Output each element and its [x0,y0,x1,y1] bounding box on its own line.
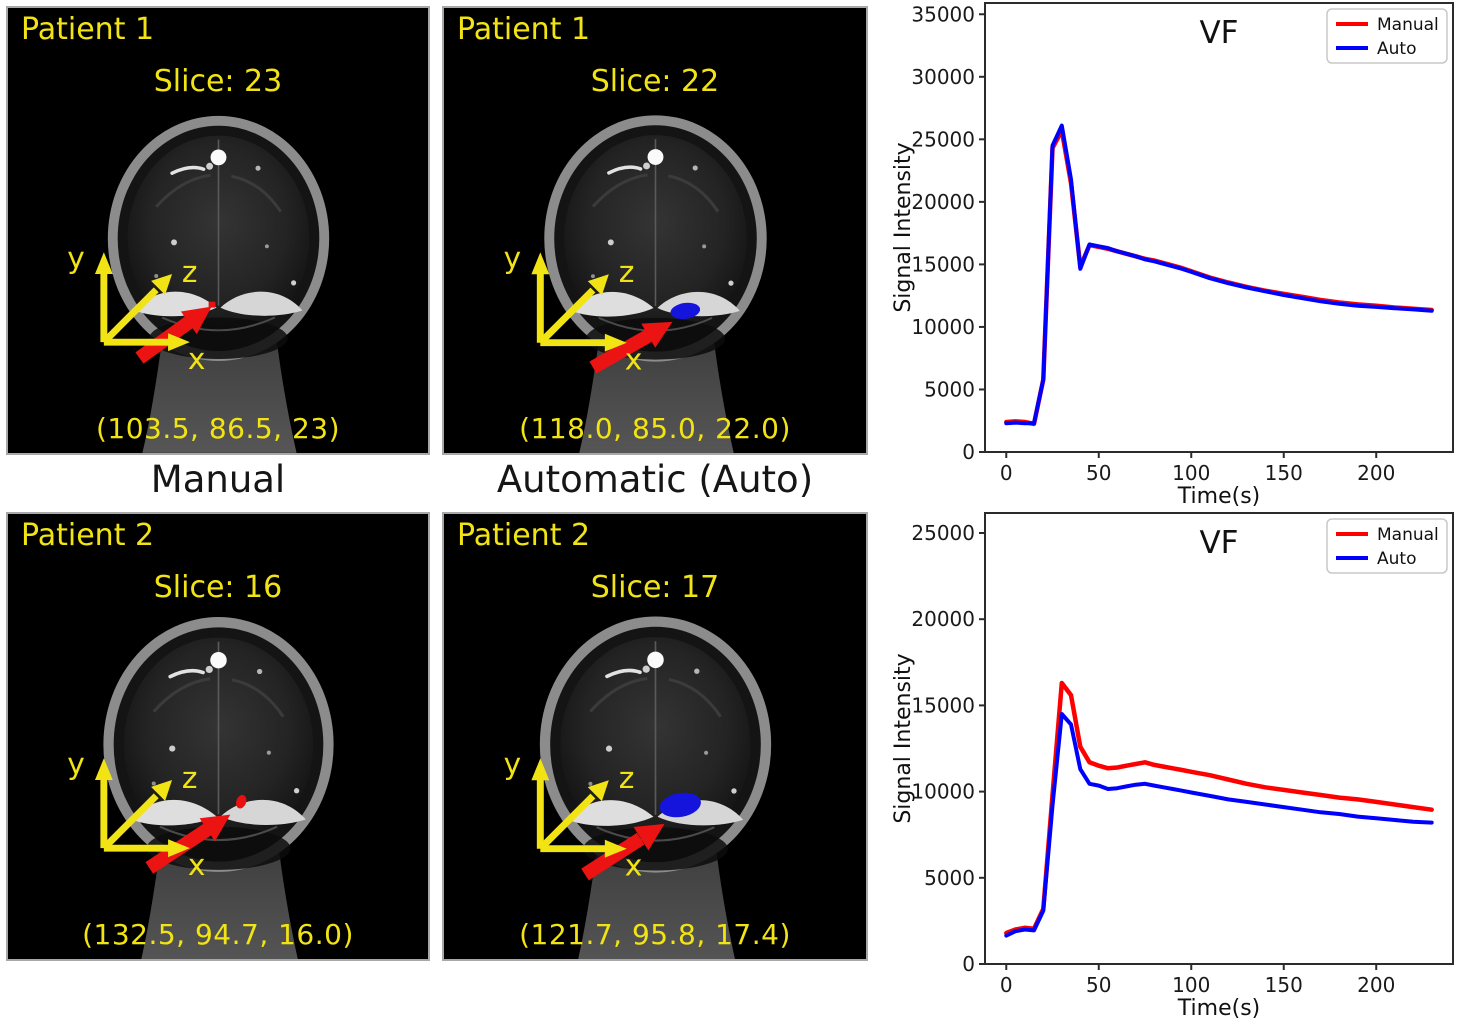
legend-label-auto: Auto [1377,549,1416,569]
y-tick-label: 35000 [911,2,975,26]
x-axis-label: Time(s) [1177,996,1260,1019]
axis-x-label: x [625,343,643,378]
slice-label: Slice: 17 [590,570,720,605]
y-tick-label: 5000 [924,377,975,401]
coordinates-label: (132.5, 94.7, 16.0) [82,918,354,951]
axis-z-label: z [182,760,198,795]
legend-label-manual: Manual [1377,525,1439,545]
x-tick-label: 200 [1357,461,1395,485]
mri-panel-patient1-auto: y z x Patient 1 Slice: 22 (118.0, 85.0, … [442,6,868,455]
series-line-auto [1004,712,1434,938]
y-tick-label: 30000 [911,65,975,89]
auto-segmentation-marker [670,302,701,320]
axis-x-label: x [188,847,206,882]
mri-panel-patient2-manual: y z x Patient 2 Slice: 16 (132.5, 94.7, … [6,512,430,961]
manual-seed-marker [236,795,247,809]
axis-tripod-icon: y z x [67,240,205,376]
auto-segmentation-marker [659,792,701,818]
x-tick-label: 50 [1086,973,1111,997]
patient-label: Patient 1 [21,12,155,47]
y-tick-label: 5000 [924,866,975,890]
axis-y-label: y [504,747,522,782]
coordinates-label: (118.0, 85.0, 22.0) [519,412,791,445]
x-tick-label: 0 [1000,461,1013,485]
y-axis-label: Signal Intensity [891,653,916,823]
plot-frame [984,2,1454,453]
series-line-manual [1004,680,1434,936]
axis-y-label: y [67,746,85,781]
slice-label: Slice: 23 [153,64,283,99]
slice-label: Slice: 22 [590,64,720,99]
y-tick-label: 15000 [911,693,975,717]
x-tick-label: 150 [1265,973,1303,997]
x-tick-label: 150 [1265,461,1303,485]
method-label-automatic: Automatic (Auto) [496,458,814,501]
x-tick-label: 100 [1172,973,1210,997]
axis-tripod-icon: y z x [67,746,205,882]
mri-panel-patient1-manual: y z x Patient 1 Slice: 23 (103.5, 86.5, … [6,6,430,455]
method-label-manual: Manual [150,458,286,501]
pointer-arrow-icon [589,321,673,374]
axis-z-label: z [182,254,198,289]
patient-label: Patient 2 [21,518,155,553]
x-axis-label: Time(s) [1177,484,1260,506]
y-tick-label: 20000 [911,607,975,631]
axis-y-label: y [504,241,522,276]
y-tick-label: 10000 [911,780,975,804]
y-tick-label: 15000 [911,252,975,276]
legend-label-manual: Manual [1377,15,1439,35]
axis-z-label: z [619,255,635,290]
axis-tripod-icon: y z x [504,747,643,883]
legend-label-auto: Auto [1377,39,1416,59]
signal-intensity-chart-patient1: 0 5000 10000 15000 20000 25000 30000 35000 0 50 10… [891,2,1454,506]
axis-tripod-icon: y z x [504,241,643,377]
y-axis-label: Signal Intensity [891,142,916,312]
y-tick-label: 25000 [911,127,975,151]
chart-patient1: 0 5000 10000 15000 20000 25000 30000 35000 0 50 10… [890,0,1471,506]
coordinates-label: (103.5, 86.5, 23) [95,412,341,445]
patient-label: Patient 1 [457,12,591,47]
axis-y-label: y [67,240,85,275]
y-tick-label: 0 [962,440,975,464]
patient-label: Patient 2 [457,518,591,553]
coordinates-label: (121.7, 95.8, 17.4) [519,918,791,951]
axis-z-label: z [619,761,635,796]
mri-brain-image: y z x [67,615,336,959]
slice-label: Slice: 16 [153,570,283,605]
series-line-auto [1004,123,1434,426]
x-tick-label: 50 [1086,461,1111,485]
mri-brain-image: y z x [504,113,769,453]
x-tick-label: 0 [1000,973,1013,997]
mri-brain-image: y z x [504,614,773,959]
y-tick-label: 20000 [911,190,975,214]
x-tick-label: 200 [1357,973,1395,997]
y-tick-label: 25000 [911,521,975,545]
axis-x-label: x [625,849,643,884]
mri-brain-image: y z x [67,114,331,453]
manual-seed-marker [208,301,216,308]
plot-frame [984,512,1454,965]
y-tick-label: 0 [962,952,975,976]
y-tick-label: 10000 [911,315,975,339]
mri-panel-patient2-auto: y z x Patient 2 Slice: 17 (121.7, 95.8, … [442,512,868,961]
x-tick-label: 100 [1172,461,1210,485]
signal-intensity-chart-patient2: 0 5000 10000 15000 20000 25000 0 50 100 150 200 VF T… [891,512,1454,1019]
chart-title: VF [1199,15,1238,51]
pointer-arrow-icon [581,823,665,881]
chart-patient2: 0 5000 10000 15000 20000 25000 0 50 100 150 200 VF T… [890,510,1471,1019]
chart-title: VF [1199,525,1238,561]
axis-x-label: x [188,341,206,376]
